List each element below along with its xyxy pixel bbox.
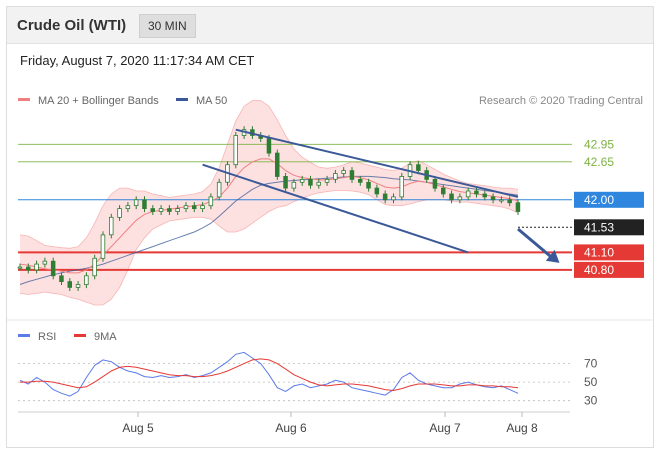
candle-body <box>382 193 388 201</box>
candle-body <box>34 263 39 271</box>
level-label-42.65: 42.65 <box>584 155 614 169</box>
candle-body <box>349 170 355 180</box>
candle-body <box>482 193 487 198</box>
candle-body <box>316 181 321 186</box>
candle-body <box>84 275 89 285</box>
level-tag-42.00 <box>574 191 644 208</box>
candle-body <box>515 202 521 212</box>
forecast-arrow-head <box>545 249 560 263</box>
candle-body <box>191 205 197 209</box>
candle-body <box>183 205 189 209</box>
candle-body <box>100 234 106 259</box>
channel-upper-line <box>235 128 519 198</box>
rsi-tick-70: 70 <box>584 357 598 371</box>
timeframe-button[interactable]: 30 MIN <box>139 14 196 38</box>
chart-header: Crude Oil (WTI) 30 MIN <box>7 7 653 44</box>
candle-body <box>92 257 97 277</box>
legend-swatch-ma20 <box>18 98 30 101</box>
candle-body <box>357 178 363 183</box>
candle-body <box>75 284 81 288</box>
candle-body <box>109 216 114 236</box>
bollinger-upper-line <box>19 100 519 249</box>
level-label-42.00: 42.00 <box>584 193 614 207</box>
candle-body <box>416 164 421 171</box>
candle-body <box>25 266 31 271</box>
candle-body <box>175 208 180 212</box>
candle-body <box>283 175 288 189</box>
chart-datetime: Friday, August 7, 2020 11:17:34 AM CET <box>20 53 255 68</box>
trend-channel <box>202 128 560 263</box>
forecast-arrow-line <box>517 227 555 261</box>
candle-body <box>50 260 56 277</box>
candle-body <box>125 205 131 209</box>
x-tick-label-1: Aug 6 <box>275 421 307 435</box>
candle-body <box>366 181 371 189</box>
candle-body <box>208 196 214 207</box>
candle-body <box>167 208 172 212</box>
candle-body <box>150 208 155 212</box>
candle-body <box>374 187 380 195</box>
x-tick-label-3: Aug 8 <box>506 421 538 435</box>
candle-body <box>291 181 297 189</box>
candle-body <box>200 205 205 209</box>
candle-body <box>324 178 330 183</box>
legend-swatch-ma50 <box>176 98 188 101</box>
candle-body <box>133 199 139 207</box>
candle-body <box>233 135 238 166</box>
candle-body <box>42 260 48 265</box>
candle-body <box>308 178 313 186</box>
level-label-42.95: 42.95 <box>584 137 614 151</box>
level-tag-41.53 <box>574 219 644 236</box>
candle-body <box>216 181 222 198</box>
rsi-9ma-line <box>20 358 519 392</box>
level-labels: 42.95 42.65 42.00 41.53 41.10 40.80 <box>574 137 644 278</box>
bollinger-band-fill <box>20 100 518 305</box>
level-label-41.10: 41.10 <box>584 245 614 259</box>
x-tick-label-0: Aug 5 <box>122 421 154 435</box>
candle-body <box>333 173 338 180</box>
x-tick-label-2: Aug 7 <box>429 421 461 435</box>
candle-body <box>399 175 404 198</box>
candle-body <box>440 187 446 195</box>
legend-rsi-label: RSI <box>38 331 56 343</box>
candle-body <box>457 196 463 201</box>
candle-body <box>266 138 272 154</box>
candle-body <box>274 152 280 177</box>
legend-9ma-label: 9MA <box>94 331 117 343</box>
candle-body <box>299 178 305 183</box>
source-attribution: Research © 2020 Trading Central <box>479 95 643 107</box>
rsi-tick-30: 30 <box>584 394 598 408</box>
x-axis: Aug 5 Aug 6 Aug 7 Aug 8 <box>122 412 538 435</box>
level-tag-40.80 <box>574 261 644 278</box>
candle-body <box>67 281 73 288</box>
candle-body <box>490 196 496 201</box>
rsi-tick-50: 50 <box>584 375 598 389</box>
candle-body <box>341 170 346 174</box>
candle-body <box>449 193 454 201</box>
candle-body <box>465 190 471 198</box>
candle-body <box>17 266 23 269</box>
candle-body <box>507 199 512 204</box>
level-lines <box>18 143 572 271</box>
candle-body <box>474 190 479 195</box>
rsi-panel: 70 50 30 <box>18 351 598 408</box>
candle-body <box>59 275 64 282</box>
rsi-line <box>19 351 519 397</box>
level-label-40.80: 40.80 <box>584 263 614 277</box>
legend-ma20-label: MA 20 + Bollinger Bands <box>38 95 159 107</box>
channel-lower-line <box>202 163 469 254</box>
level-tag-41.10 <box>574 244 644 261</box>
legend-swatch-rsi <box>18 334 30 337</box>
candle-body <box>142 199 147 210</box>
candle-body <box>432 178 438 189</box>
candle-body <box>391 196 396 201</box>
legend-ma50-label: MA 50 <box>196 95 227 107</box>
instrument-title: Crude Oil (WTI) <box>17 17 127 34</box>
candle-body <box>499 199 504 202</box>
candle-body <box>117 208 122 218</box>
candle-body <box>158 208 164 212</box>
level-label-41.53: 41.53 <box>584 220 614 234</box>
legend-swatch-9ma <box>74 334 86 337</box>
